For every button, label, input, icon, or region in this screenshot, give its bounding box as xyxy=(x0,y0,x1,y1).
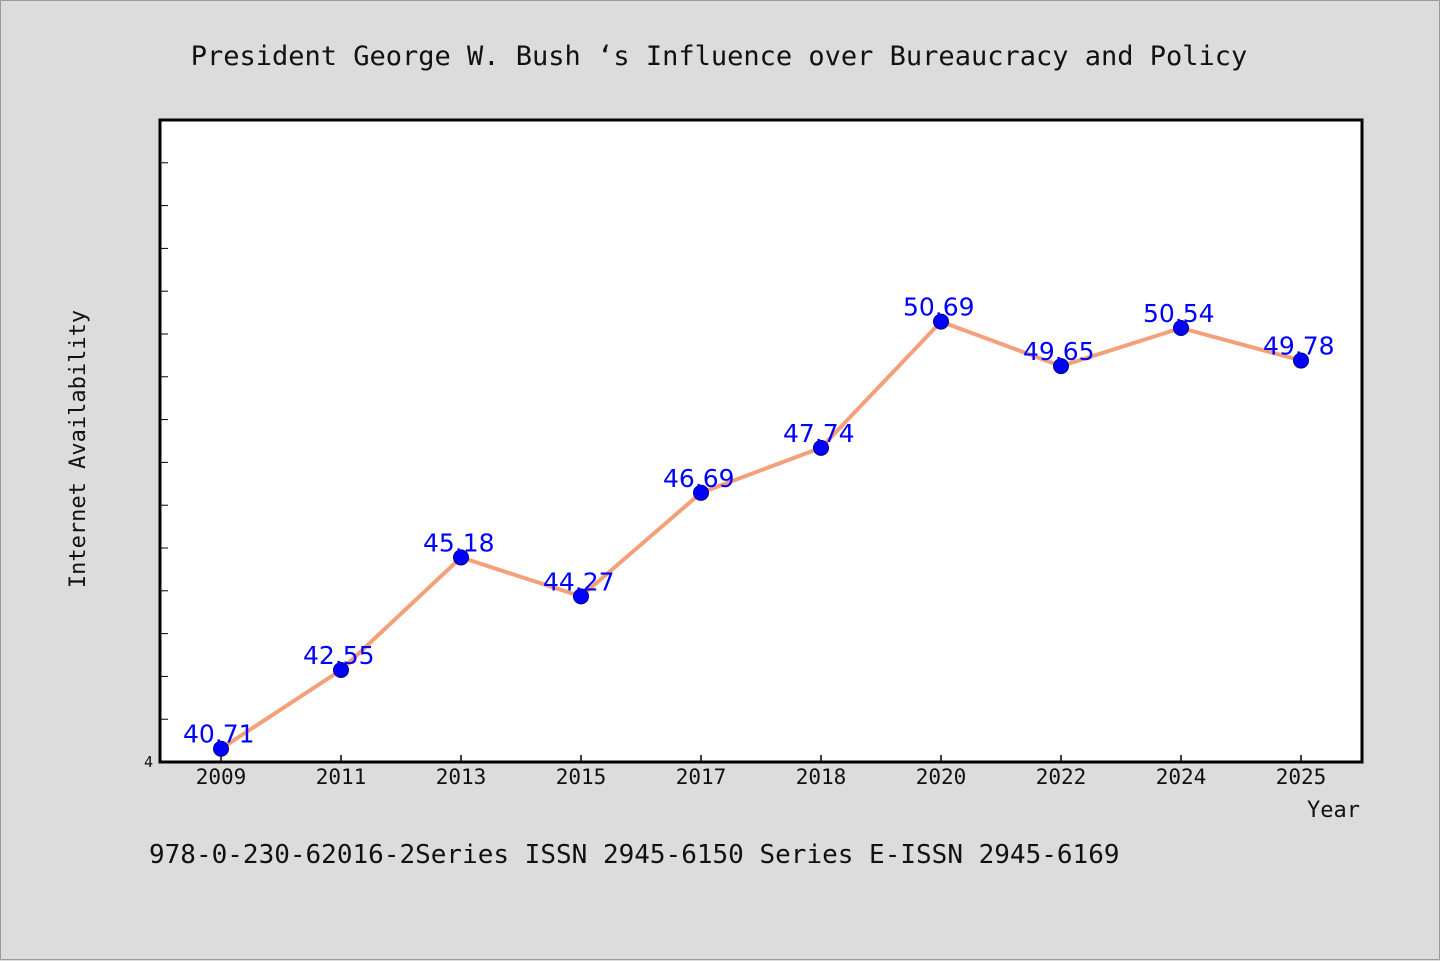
series-markers xyxy=(213,313,1309,757)
data-label-2015: 44.27 xyxy=(543,567,615,596)
data-label-2017: 46.69 xyxy=(663,464,735,493)
footer-isbn-issn: 978-0-230-62016-2Series ISSN 2945-6150 S… xyxy=(149,840,1120,870)
x-tick-label-2009: 2009 xyxy=(196,765,247,789)
x-tick-label-2024: 2024 xyxy=(1156,765,1207,789)
y-axis-label: Internet Availability xyxy=(66,310,91,588)
data-label-2011: 42.55 xyxy=(303,641,375,670)
marker-2018 xyxy=(813,439,829,456)
y-axis-ticks xyxy=(160,162,168,720)
data-label-2018: 47.74 xyxy=(783,419,855,448)
marker-2022 xyxy=(1053,358,1069,375)
marker-2017 xyxy=(693,484,709,501)
y-axis-tick-labels: 4 xyxy=(144,753,153,771)
data-label-2024: 50.54 xyxy=(1143,299,1215,328)
x-axis-tick-labels: 2009 2011 2013 2015 2017 2018 2020 2022 2024 2025 xyxy=(196,765,1327,789)
marker-2011 xyxy=(333,661,349,678)
marker-2009 xyxy=(213,740,229,757)
marker-2013 xyxy=(453,549,469,566)
marker-2015 xyxy=(573,588,589,605)
x-axis-ticks xyxy=(220,755,1302,762)
marker-2025 xyxy=(1293,352,1309,369)
y-tick-label-0: 4 xyxy=(144,753,153,771)
chart-title: President George W. Bush ‘s Influence ov… xyxy=(191,41,1248,72)
x-tick-label-2013: 2013 xyxy=(436,765,487,789)
x-tick-label-2017: 2017 xyxy=(676,765,727,789)
data-label-2025: 49.78 xyxy=(1263,332,1335,361)
data-label-2020: 50.69 xyxy=(903,293,975,322)
data-label-2009: 40.71 xyxy=(183,720,255,749)
x-tick-label-2020: 2020 xyxy=(916,765,967,789)
marker-2020 xyxy=(933,313,949,330)
series-line xyxy=(219,319,1302,751)
x-tick-label-2018: 2018 xyxy=(796,765,847,789)
data-label-2022: 49.65 xyxy=(1023,337,1095,366)
x-tick-label-2022: 2022 xyxy=(1036,765,1087,789)
marker-2024 xyxy=(1173,320,1189,337)
data-label-2013: 45.18 xyxy=(423,528,495,557)
plot-area xyxy=(158,118,1364,764)
x-tick-label-2025: 2025 xyxy=(1276,765,1327,789)
data-labels: 40.71 42.55 45.18 44.27 46.69 47.74 50.69 49.65… xyxy=(183,293,1335,749)
x-tick-label-2011: 2011 xyxy=(316,765,367,789)
x-axis-label: Year xyxy=(1307,798,1360,823)
x-tick-label-2015: 2015 xyxy=(556,765,607,789)
